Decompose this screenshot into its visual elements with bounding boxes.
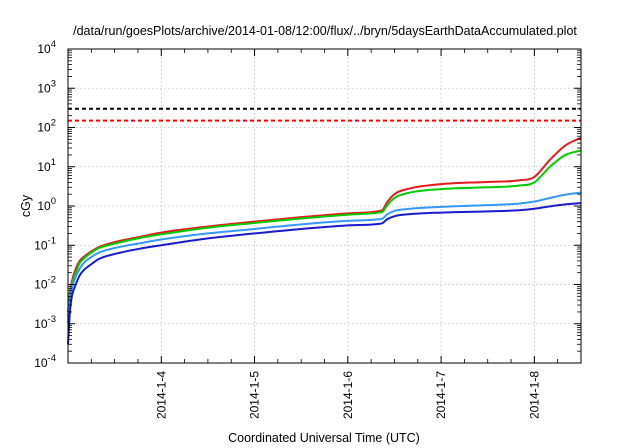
- y-tick-label: 101: [37, 157, 56, 174]
- x-tick-label: 2014-1-7: [434, 371, 448, 419]
- y-tick-label: 102: [37, 118, 56, 135]
- y-tick-label: 100: [37, 196, 56, 213]
- grid: [68, 49, 581, 363]
- y-tick-label: 10-2: [34, 275, 56, 292]
- y-axis-label: cGy: [19, 194, 33, 217]
- x-axis: 2014-1-4 2014-1-5 2014-1-6 2014-1-7 2014-1-8: [90, 49, 559, 419]
- chart-title: /data/run/goesPlots/archive/2014-01-08/1…: [73, 24, 577, 38]
- y-axis: 10-4 10-3 10-2 10-1 100 101 102 103 104: [34, 39, 581, 370]
- series-line-3: [67, 191, 582, 324]
- series-line-4: [67, 202, 582, 345]
- x-tick-label: 2014-1-6: [341, 371, 355, 419]
- reference-lines: [68, 107, 581, 122]
- series-line-2: [67, 149, 582, 317]
- y-tick-label: 10-4: [34, 353, 56, 370]
- y-tick-label: 104: [37, 39, 56, 56]
- y-tick-label: 10-1: [34, 235, 56, 252]
- x-tick-label: 2014-1-5: [248, 371, 262, 419]
- x-axis-label: Coordinated Universal Time (UTC): [228, 431, 420, 445]
- series-line-1: [67, 136, 582, 313]
- series-lines: [67, 136, 582, 345]
- x-tick-label: 2014-1-4: [154, 371, 168, 419]
- x-tick-label: 2014-1-8: [527, 371, 541, 419]
- y-tick-label: 10-3: [34, 314, 56, 331]
- y-tick-label: 103: [37, 78, 56, 95]
